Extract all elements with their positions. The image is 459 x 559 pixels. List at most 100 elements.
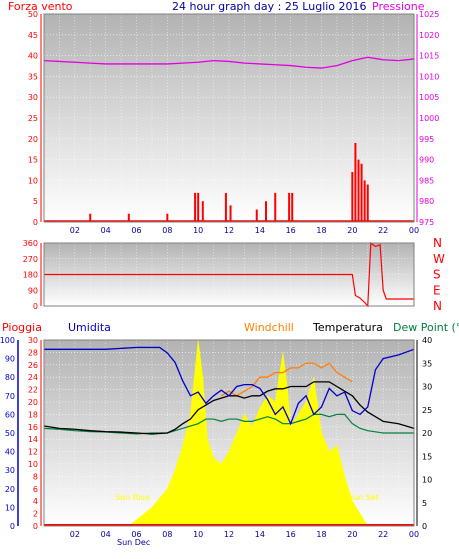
- temperature-tick-label: 40: [422, 336, 432, 345]
- rain-tick-label: 20: [28, 398, 38, 407]
- temperature-tick-label: 25: [422, 406, 432, 415]
- pressure-tick-label: 975: [419, 218, 434, 227]
- x-tick-label: 10: [193, 530, 203, 539]
- wind-tick-label: 25: [28, 114, 38, 123]
- pressure-tick-label: 1020: [419, 31, 439, 40]
- sunrise-label: Sun Rise: [115, 493, 150, 502]
- compass-label: W: [433, 252, 445, 266]
- rain-tick-label: 14: [28, 435, 38, 444]
- chart-title: 24 hour graph day : 25 Luglio 2016: [172, 0, 367, 13]
- pressure-series-line: [43, 56, 415, 69]
- legend-temperature: Temperatura: [312, 321, 383, 334]
- temperature-tick-label: 5: [422, 499, 427, 508]
- pressure-tick-label: 985: [419, 176, 434, 185]
- x-tick-label: 04: [101, 530, 111, 539]
- x-tick-label: 08: [162, 530, 172, 539]
- temperature-tick-label: 0: [422, 522, 427, 531]
- legend-windchill: Windchill: [244, 321, 294, 334]
- humidity-tick-label: 20: [5, 485, 15, 494]
- temperature-tick-label: 15: [422, 452, 432, 461]
- solar-area: [128, 339, 369, 527]
- wind-tick-label: 30: [28, 93, 38, 102]
- rain-tick-label: 22: [28, 386, 38, 395]
- humidity-tick-label: 80: [5, 373, 15, 382]
- x-tick-label: 14: [255, 530, 265, 539]
- rain-tick-label: 0: [33, 522, 38, 531]
- wind-direction-axes: 0 N 90 E 180 S 270 W 360 N: [23, 236, 445, 313]
- x-tick-label: 14: [255, 226, 265, 235]
- x-tick-label: 08: [162, 226, 172, 235]
- wind-tick-label: 45: [28, 31, 38, 40]
- temp-humidity-marks: [43, 339, 415, 527]
- sunset-label: Sun Set: [348, 493, 379, 502]
- humidity-tick-label: 50: [5, 429, 15, 438]
- pressure-tick-label: 980: [419, 197, 434, 206]
- sun-dec-label: Sun Dec: [117, 538, 150, 547]
- rain-tick-label: 2: [33, 510, 38, 519]
- pressure-tick-label: 1000: [419, 114, 439, 123]
- wind-axis-title: Forza vento: [8, 0, 73, 13]
- x-tick-label: 06: [131, 226, 141, 235]
- x-tick-label: 12: [224, 226, 234, 235]
- wind-direction-frame: [43, 242, 415, 307]
- direction-tick-label: 180: [23, 271, 38, 280]
- pressure-tick-label: 995: [419, 135, 434, 144]
- temp-humidity-axes: 0246810121416182022242628300102030405060…: [0, 336, 432, 539]
- wind-tick-label: 15: [28, 156, 38, 165]
- wind-tick-label: 50: [28, 10, 38, 19]
- rain-tick-label: 30: [28, 336, 38, 345]
- wind-pressure-marks: [43, 56, 415, 222]
- x-tick-label: 10: [193, 226, 203, 235]
- rain-tick-label: 28: [28, 348, 38, 357]
- x-tick-label: 16: [286, 226, 296, 235]
- pressure-tick-label: 1005: [419, 93, 439, 102]
- rain-tick-label: 8: [33, 472, 38, 481]
- compass-label: N: [433, 236, 442, 250]
- x-tick-label: 22: [378, 226, 388, 235]
- humidity-tick-label: 70: [5, 392, 15, 401]
- humidity-tick-label: 60: [5, 410, 15, 419]
- wind-tick-label: 5: [33, 197, 38, 206]
- humidity-tick-label: 10: [5, 503, 15, 512]
- humidity-tick-label: 90: [5, 355, 15, 364]
- humidity-tick-label: 40: [5, 448, 15, 457]
- direction-tick-label: 0: [33, 302, 38, 311]
- humidity-tick-label: 30: [5, 466, 15, 475]
- x-tick-label: 02: [70, 530, 80, 539]
- direction-tick-label: 360: [23, 239, 38, 248]
- rain-tick-label: 26: [28, 361, 38, 370]
- compass-label: E: [433, 283, 441, 297]
- wind-tick-label: 40: [28, 52, 38, 61]
- temperature-tick-label: 30: [422, 383, 432, 392]
- pressure-tick-label: 1010: [419, 72, 439, 81]
- humidity-tick-label: 0: [10, 522, 15, 531]
- wind-pressure-frame: [43, 13, 415, 223]
- x-tick-label: 06: [131, 530, 141, 539]
- x-tick-label: 18: [316, 530, 326, 539]
- pressure-tick-label: 990: [419, 156, 434, 165]
- humidity-series-line: [44, 346, 415, 426]
- rain-tick-label: 12: [28, 448, 38, 457]
- x-tick-label: 20: [347, 226, 357, 235]
- rain-tick-label: 24: [28, 373, 38, 382]
- rain-tick-label: 18: [28, 410, 38, 419]
- wind-tick-label: 0: [33, 218, 38, 227]
- temperature-tick-label: 20: [422, 429, 432, 438]
- x-tick-label: 18: [316, 226, 326, 235]
- x-tick-label: 00: [409, 226, 419, 235]
- temp-humidity-frame: [43, 339, 415, 527]
- temperature-tick-label: 35: [422, 359, 432, 368]
- wind-tick-label: 10: [28, 176, 38, 185]
- humidity-tick-label: 100: [0, 336, 15, 345]
- wind-tick-label: 20: [28, 135, 38, 144]
- x-tick-label: 00: [409, 530, 419, 539]
- rain-tick-label: 16: [28, 423, 38, 432]
- pressure-axis-title: Pressione: [372, 0, 425, 13]
- legend-dewpoint: Dew Point (°C: [393, 321, 459, 334]
- x-tick-label: 04: [101, 226, 111, 235]
- direction-tick-label: 90: [28, 286, 38, 295]
- x-tick-label: 22: [378, 530, 388, 539]
- legend-rain: Pioggia: [2, 321, 42, 334]
